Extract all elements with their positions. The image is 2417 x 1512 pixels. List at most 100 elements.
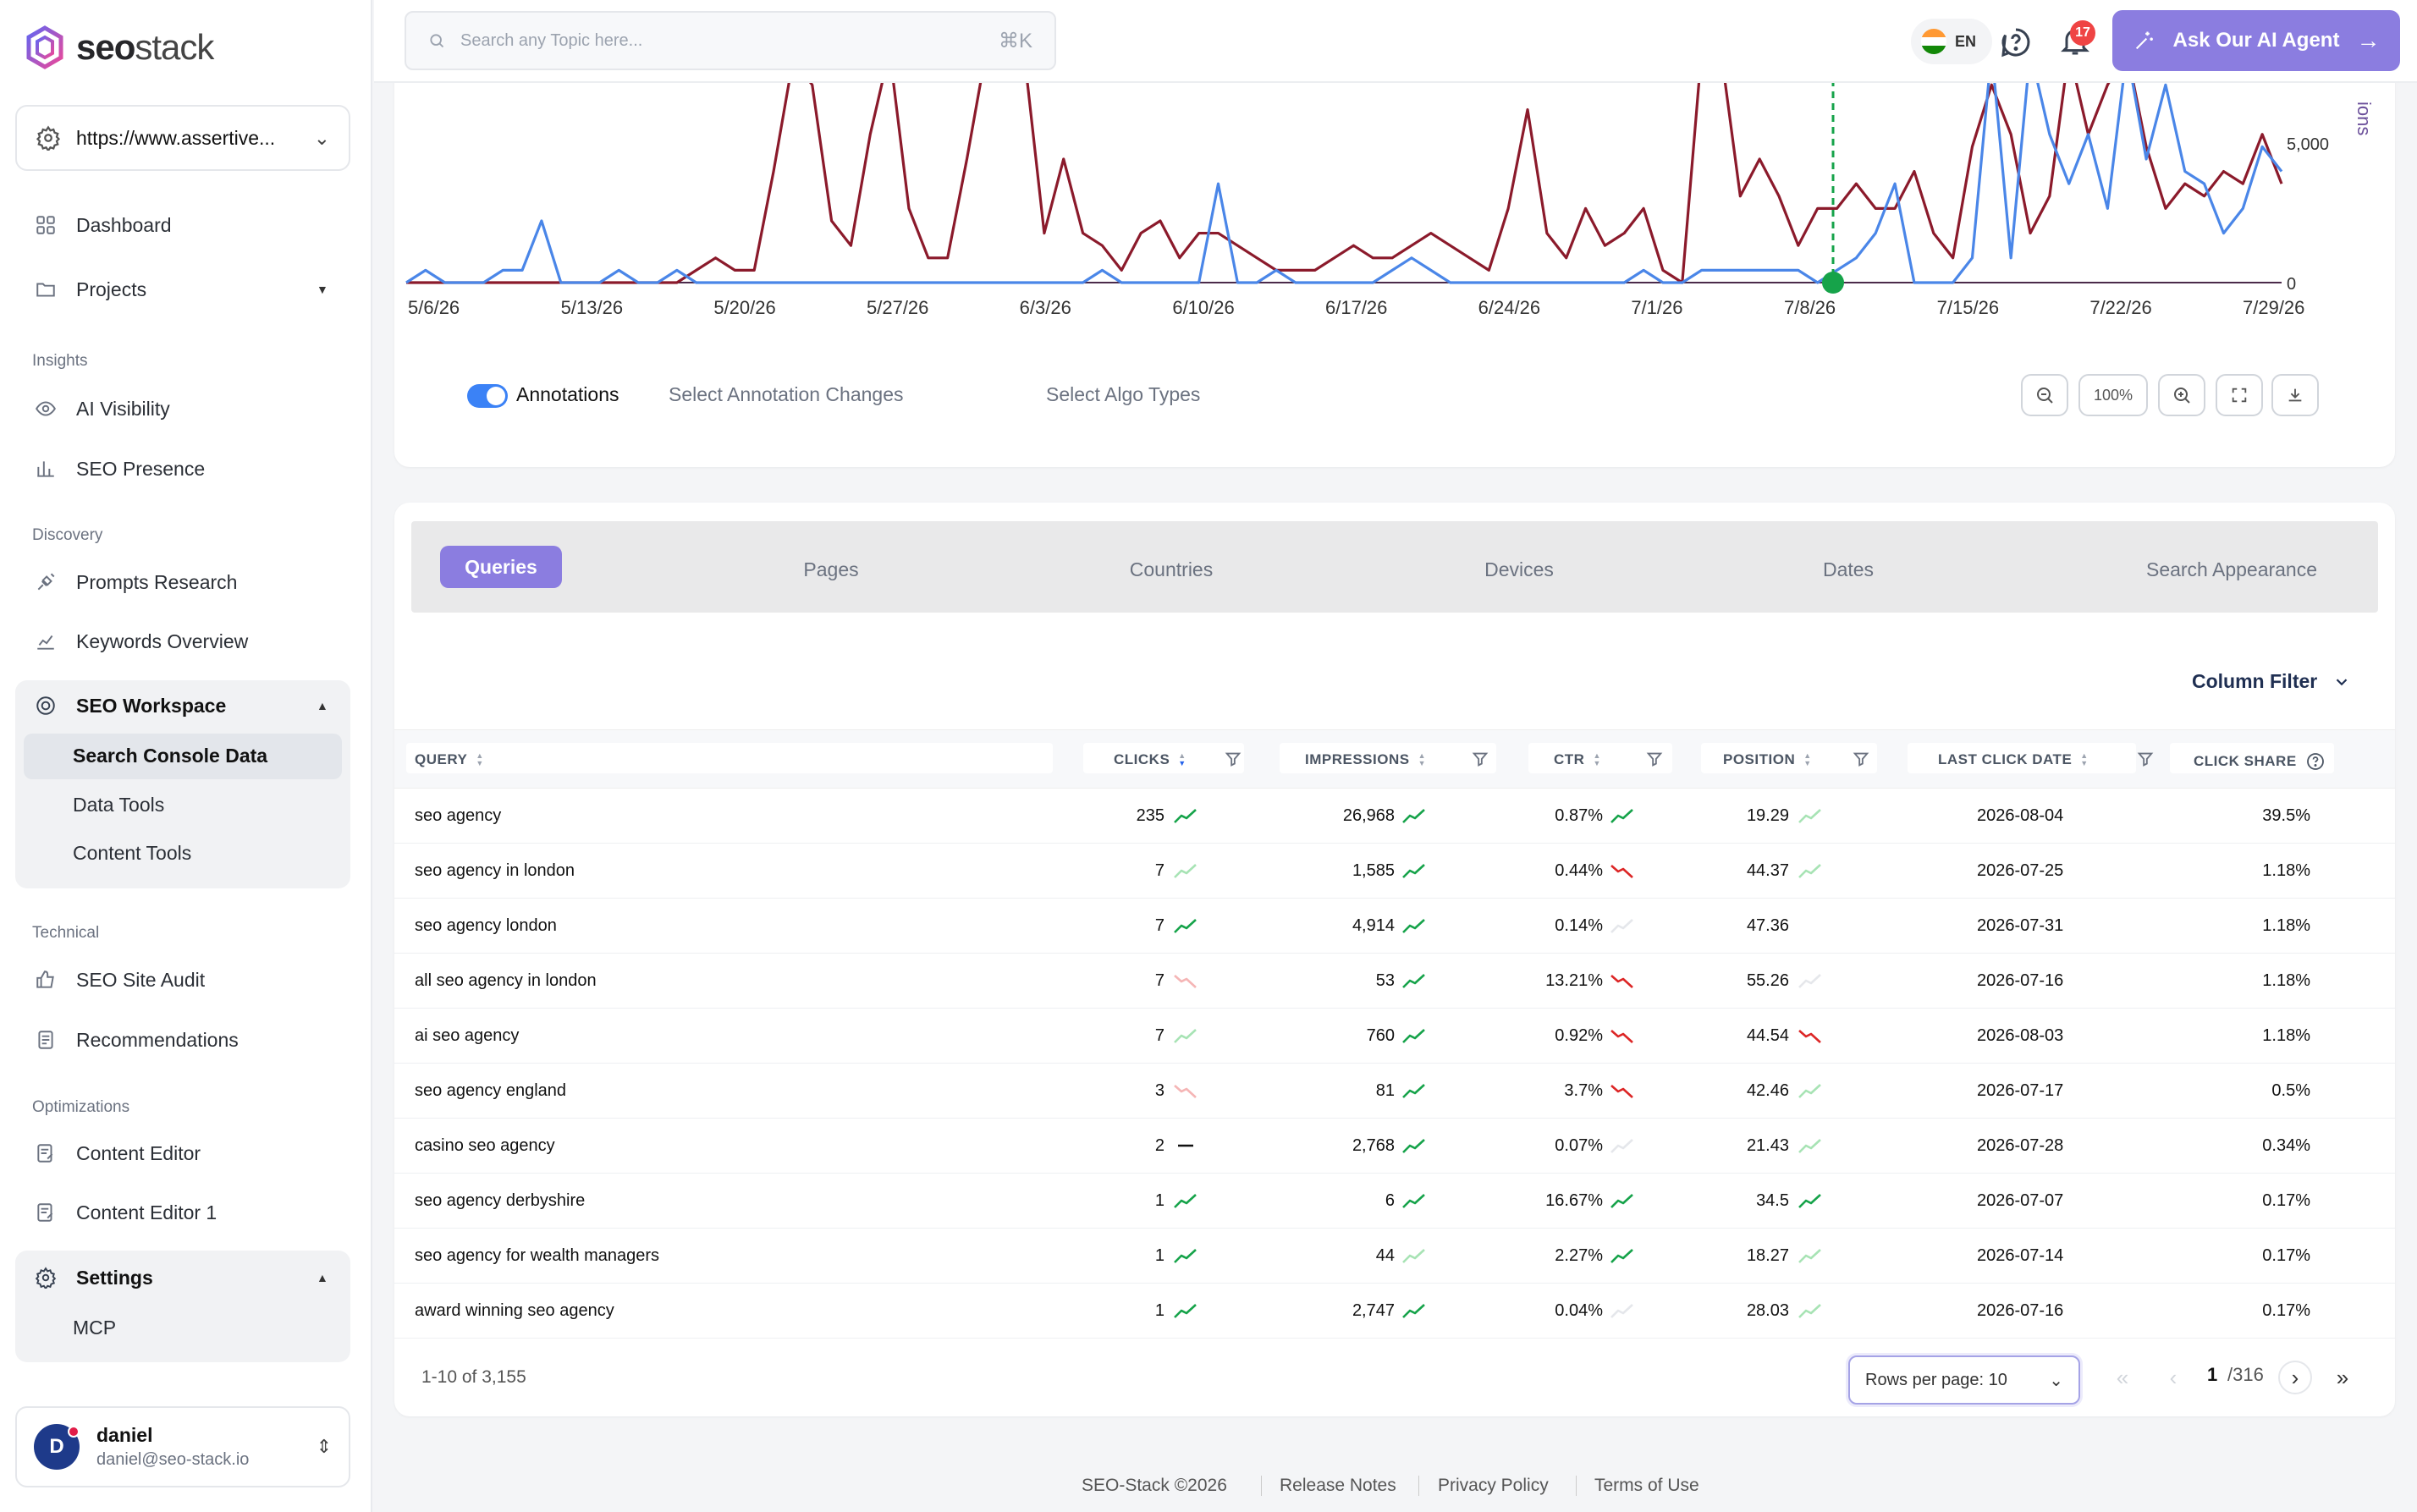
filter-icon[interactable] bbox=[1852, 750, 1870, 768]
annotations-toggle[interactable] bbox=[467, 384, 508, 408]
site-selector[interactable]: https://www.assertive... ⌄ bbox=[15, 105, 350, 171]
header-clicks[interactable]: CLICKS ▲ ▼ bbox=[1114, 751, 1186, 768]
rows-per-page-select[interactable]: Rows per page: 10 ⌄ bbox=[1848, 1355, 2080, 1405]
query-cell: seo agency derbyshire bbox=[415, 1191, 586, 1210]
sidebar-item-label: Dashboard bbox=[76, 213, 172, 236]
header-query[interactable]: QUERY ▲ ▼ bbox=[415, 751, 484, 768]
header-cell-bg bbox=[1908, 743, 2136, 773]
header-cell-bg bbox=[1701, 743, 1877, 773]
sidebar-item-content-editor[interactable]: Content Editor bbox=[32, 1136, 201, 1170]
help-icon[interactable] bbox=[1999, 25, 2033, 59]
footer-terms-link[interactable]: Terms of Use bbox=[1594, 1476, 1699, 1495]
footer-release-notes-link[interactable]: Release Notes bbox=[1280, 1476, 1396, 1495]
zoom-in-button[interactable] bbox=[2158, 374, 2205, 416]
sidebar-item-seo-site-audit[interactable]: SEO Site Audit bbox=[32, 963, 205, 997]
trend-up-icon bbox=[1798, 1139, 1821, 1153]
first-page-button[interactable]: « bbox=[2116, 1364, 2129, 1390]
x-tick-label: 5/27/26 bbox=[867, 297, 928, 318]
trend-down-icon bbox=[1174, 1085, 1197, 1098]
filter-icon[interactable] bbox=[1224, 750, 1242, 768]
sidebar-subitem-search-console-data[interactable]: Search Console Data bbox=[73, 745, 268, 767]
query-cell: seo agency england bbox=[415, 1081, 567, 1100]
zoom-out-button[interactable] bbox=[2021, 374, 2068, 416]
header-click-share: CLICK SHARE bbox=[2194, 751, 2326, 772]
footer-copyright: SEO-Stack ©2026 bbox=[1082, 1476, 1227, 1495]
last-click-date-cell: 2026-07-25 bbox=[1977, 861, 2064, 880]
help-circle-icon[interactable] bbox=[2305, 751, 2326, 772]
sidebar-item-prompts-research[interactable]: Prompts Research bbox=[32, 565, 237, 599]
ctr-cell: 13.21% bbox=[1545, 971, 1603, 990]
header-last-click-date[interactable]: LAST CLICK DATE ▲ ▼ bbox=[1938, 751, 2089, 768]
rows-per-page-value: Rows per page: 10 bbox=[1865, 1370, 2007, 1389]
header-cell-bg bbox=[1528, 743, 1672, 773]
impressions-cell: 6 bbox=[1385, 1191, 1395, 1210]
trend-up-icon bbox=[1798, 1304, 1821, 1318]
sidebar-subitem-mcp[interactable]: MCP bbox=[73, 1317, 117, 1339]
user-card[interactable]: D daniel daniel@seo-stack.io ⇕ bbox=[15, 1406, 350, 1487]
expand-vertical-icon: ⇕ bbox=[316, 1436, 332, 1457]
header-position[interactable]: POSITION ▲ ▼ bbox=[1723, 751, 1812, 768]
sidebar-item-seo-workspace[interactable]: SEO Workspace ▲ bbox=[32, 689, 354, 723]
select-annotation-changes[interactable]: Select Annotation Changes bbox=[669, 383, 904, 405]
download-button[interactable] bbox=[2271, 374, 2319, 416]
ask-ai-agent-button[interactable]: Ask Our AI Agent → bbox=[2112, 10, 2400, 71]
sidebar-item-recommendations[interactable]: Recommendations bbox=[32, 1023, 239, 1057]
language-selector[interactable]: EN bbox=[1911, 19, 1992, 64]
filter-icon[interactable] bbox=[2136, 750, 2155, 768]
trend-down-icon bbox=[1610, 975, 1633, 988]
prev-page-button[interactable]: ‹ bbox=[2169, 1364, 2178, 1390]
trend-up-icon bbox=[1402, 974, 1425, 988]
next-page-button[interactable]: › bbox=[2278, 1361, 2312, 1394]
zoom-in-icon bbox=[2174, 388, 2190, 404]
x-tick-label: 5/6/26 bbox=[408, 297, 460, 318]
sidebar-item-settings[interactable]: Settings ▲ bbox=[32, 1261, 354, 1295]
tab-queries[interactable]: Queries bbox=[440, 546, 562, 588]
sidebar-item-projects[interactable]: Projects ▼ bbox=[32, 272, 354, 306]
tab-dates[interactable]: Dates bbox=[1822, 558, 1875, 580]
total-pages: /316 bbox=[2227, 1364, 2264, 1385]
row-divider bbox=[394, 1173, 2395, 1174]
tab-devices[interactable]: Devices bbox=[1484, 558, 1554, 580]
trend-up-icon bbox=[1174, 1249, 1197, 1263]
tab-countries[interactable]: Countries bbox=[1129, 558, 1214, 580]
sidebar-item-seo-presence[interactable]: SEO Presence bbox=[32, 452, 205, 486]
filter-icon[interactable] bbox=[1645, 750, 1664, 768]
logo-text-light: stack bbox=[135, 27, 214, 67]
column-filter-button[interactable]: Column Filter bbox=[2192, 670, 2351, 693]
search-input[interactable]: Search any Topic here... ⌘K bbox=[405, 11, 1056, 70]
expand-icon bbox=[2232, 388, 2247, 403]
annotation-marker-dot[interactable] bbox=[1822, 272, 1844, 294]
trend-up-icon bbox=[1174, 1029, 1197, 1043]
sort-desc-icon: ▲ ▼ bbox=[1178, 751, 1186, 767]
tab-search-appearance[interactable]: Search Appearance bbox=[2145, 558, 2318, 580]
logo[interactable]: seostack bbox=[25, 25, 214, 69]
sidebar-item-label: Content Editor bbox=[76, 1141, 201, 1164]
trend-up-icon bbox=[1402, 1084, 1425, 1098]
zoom-level-button[interactable]: 100% bbox=[2078, 374, 2148, 416]
sidebar-item-ai-visibility[interactable]: AI Visibility bbox=[32, 392, 170, 426]
sidebar-subitem-data-tools[interactable]: Data Tools bbox=[73, 794, 165, 816]
position-cell: 47.36 bbox=[1746, 916, 1789, 935]
chevron-down-icon: ⌄ bbox=[313, 126, 330, 149]
grid-icon bbox=[32, 212, 59, 239]
header-ctr[interactable]: CTR ▲ ▼ bbox=[1554, 751, 1601, 768]
sidebar-item-content-editor-1[interactable]: Content Editor 1 bbox=[32, 1196, 217, 1229]
footer-privacy-link[interactable]: Privacy Policy bbox=[1438, 1476, 1549, 1495]
ctr-cell: 16.67% bbox=[1545, 1191, 1603, 1210]
filter-icon[interactable] bbox=[1471, 750, 1489, 768]
position-cell: 44.54 bbox=[1746, 1026, 1789, 1045]
series-line-1 bbox=[406, 68, 2283, 284]
fullscreen-button[interactable] bbox=[2216, 374, 2263, 416]
select-algo-types[interactable]: Select Algo Types bbox=[1046, 383, 1201, 405]
current-page[interactable]: 1 bbox=[2207, 1364, 2218, 1385]
sidebar-subitem-active-bg bbox=[24, 734, 342, 779]
sidebar-subitem-content-tools[interactable]: Content Tools bbox=[73, 842, 192, 864]
last-page-button[interactable]: » bbox=[2336, 1364, 2349, 1390]
sidebar-item-label: Projects bbox=[76, 278, 147, 300]
tab-pages[interactable]: Pages bbox=[803, 558, 859, 580]
header-impressions[interactable]: IMPRESSIONS ▲ ▼ bbox=[1305, 751, 1426, 768]
trend-up-icon bbox=[1610, 1194, 1633, 1208]
sidebar-item-keywords-overview[interactable]: Keywords Overview bbox=[32, 624, 248, 658]
sidebar-item-dashboard[interactable]: Dashboard bbox=[32, 208, 172, 242]
row-divider bbox=[394, 898, 2395, 899]
